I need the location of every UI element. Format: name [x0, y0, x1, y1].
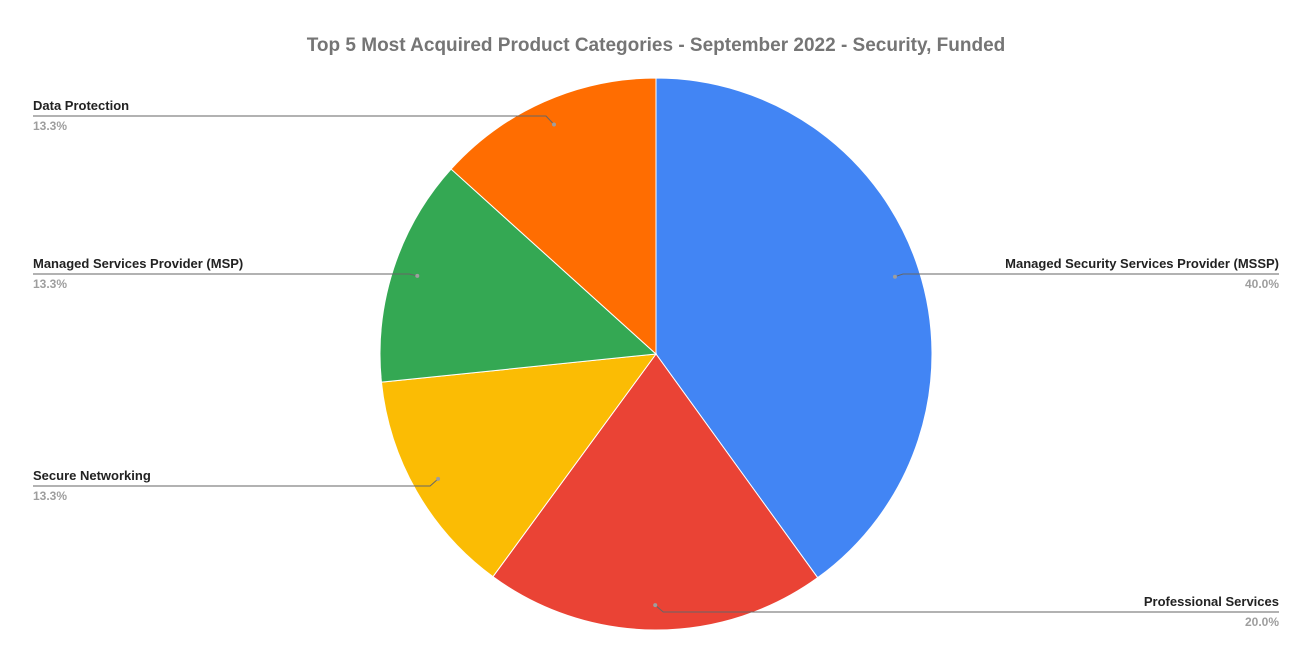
slice-labels: Managed Security Services Provider (MSSP… — [33, 98, 1279, 629]
chart-title: Top 5 Most Acquired Product Categories -… — [307, 35, 1006, 56]
pie-slices — [379, 77, 933, 631]
slice-label-professional-services: Professional Services — [1144, 594, 1279, 609]
slice-value-professional-services: 20.0% — [1245, 615, 1279, 629]
leader-dot-professional-services — [653, 603, 658, 608]
slice-value-managed-services-provider-msp: 13.3% — [33, 277, 67, 291]
pie-slice-managed-services-provider-msp — [379, 168, 658, 383]
pie-slice-data-protection — [450, 77, 657, 356]
leader-line-secure-networking — [33, 478, 439, 487]
slice-value-secure-networking: 13.3% — [33, 489, 67, 503]
leader-dot-secure-networking — [436, 476, 441, 481]
slice-label-data-protection: Data Protection — [33, 98, 129, 113]
pie-slice-secure-networking — [380, 353, 658, 578]
slice-value-managed-security-services-provider-mssp: 40.0% — [1245, 277, 1279, 291]
leader-line-professional-services — [654, 604, 1279, 613]
leader-dot-managed-security-services-provider-mssp — [892, 274, 897, 279]
slice-label-secure-networking: Secure Networking — [33, 468, 151, 483]
leader-line-data-protection — [33, 115, 555, 125]
leader-lines — [33, 115, 1279, 613]
leader-dot-managed-services-provider-msp — [415, 273, 420, 278]
pie-slice-professional-services — [492, 353, 819, 631]
slice-label-managed-services-provider-msp: Managed Services Provider (MSP) — [33, 256, 243, 271]
pie-slice-managed-security-services-provider-mssp — [655, 77, 933, 579]
leader-line-managed-security-services-provider-mssp — [894, 273, 1279, 278]
slice-label-managed-security-services-provider-mssp: Managed Security Services Provider (MSSP… — [1005, 256, 1279, 271]
leader-line-managed-services-provider-msp — [33, 273, 418, 277]
leader-dot-data-protection — [551, 122, 556, 127]
slice-value-data-protection: 13.3% — [33, 119, 67, 133]
